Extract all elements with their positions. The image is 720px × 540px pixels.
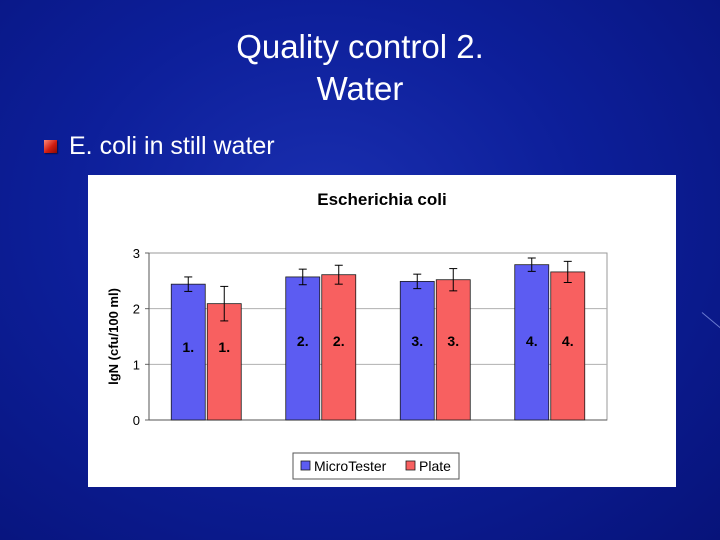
bar-microtester-4: [514, 264, 550, 421]
bar-data-label: 3.: [447, 333, 459, 349]
chart-panel: 0 1 2 3 Escherichia coli lgN (cfu/100 ml) 1. 2.…: [88, 175, 676, 487]
bar-microtester-1: [170, 283, 206, 421]
bar-microtester-2: [285, 276, 321, 421]
bar-data-label: 1.: [182, 339, 194, 355]
bar-plate-1: [206, 303, 242, 421]
bar-data-label: 2.: [297, 333, 309, 349]
bar-data-label: 4.: [562, 333, 574, 349]
decorative-line: [701, 312, 720, 329]
bar-plate-3: [435, 279, 471, 421]
legend-label-plate: Plate: [419, 458, 451, 474]
legend-swatch-plate: [405, 460, 416, 471]
chart-title: Escherichia coli: [317, 190, 446, 209]
y-axis-label: lgN (cfu/100 ml): [106, 288, 121, 385]
legend-label-microtester: MicroTester: [314, 458, 387, 474]
bar-plate-2: [321, 274, 357, 421]
slide-title: Quality control 2. Water: [0, 26, 720, 110]
bullet-square-icon: [44, 140, 57, 153]
bar-data-label: 1.: [218, 339, 230, 355]
bar-plate-4: [550, 271, 586, 421]
bar-data-label: 3.: [411, 333, 423, 349]
bar-data-label: 2.: [333, 333, 345, 349]
y-tick-label: 3: [133, 246, 140, 261]
bar-chart: 0 1 2 3 Escherichia coli lgN (cfu/100 ml) 1. 2.…: [106, 190, 608, 480]
bar-microtester-3: [399, 280, 435, 421]
y-tick-label: 0: [133, 413, 140, 428]
bullet-item: E. coli in still water: [44, 132, 275, 161]
y-tick-label: 2: [133, 302, 140, 317]
y-tick-label: 1: [133, 357, 140, 372]
slide-title-line2: Water: [316, 70, 404, 107]
bar-data-label: 4.: [526, 333, 538, 349]
legend-box: [292, 452, 460, 480]
bullet-text: E. coli in still water: [69, 132, 275, 160]
legend-swatch-microtester: [300, 460, 311, 471]
slide-title-line1: Quality control 2.: [236, 28, 484, 65]
